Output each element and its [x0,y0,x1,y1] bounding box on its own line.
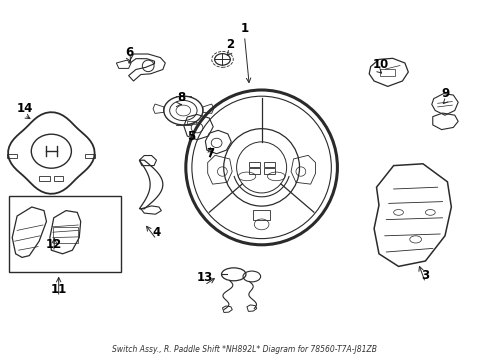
Text: 11: 11 [50,283,67,296]
Text: 3: 3 [421,269,428,282]
Text: Switch Assy., R. Paddle Shift *NH892L* Diagram for 78560-T7A-J81ZB: Switch Assy., R. Paddle Shift *NH892L* D… [112,345,376,354]
Text: 7: 7 [206,147,214,159]
Bar [9,196,121,272]
Bar [187,121,196,124]
Text: 1: 1 [240,22,248,35]
Text: 5: 5 [186,130,194,143]
Text: 4: 4 [152,226,160,239]
Bar [85,154,95,158]
Text: 8: 8 [177,91,184,104]
Bar [249,162,260,167]
Bar [39,176,50,181]
Text: 2: 2 [225,39,233,51]
Bar [264,162,274,167]
Text: 13: 13 [196,271,212,284]
Text: 9: 9 [441,87,449,100]
Bar [380,69,394,76]
Bar [7,154,17,158]
Bar [53,227,78,243]
Bar [264,168,274,174]
Text: 14: 14 [16,102,33,114]
Text: 10: 10 [371,58,388,71]
Text: 6: 6 [125,46,133,59]
Bar [54,176,62,181]
Text: 12: 12 [45,238,62,251]
Bar [249,168,260,174]
